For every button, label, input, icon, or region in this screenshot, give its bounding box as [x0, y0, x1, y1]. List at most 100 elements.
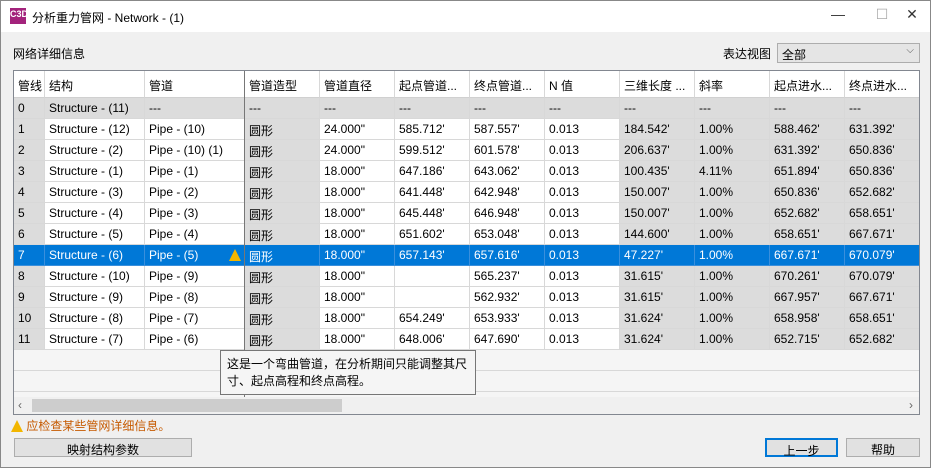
table-cell[interactable]: Pipe - (7) — [145, 308, 245, 329]
table-cell[interactable]: 0.013 — [545, 266, 620, 287]
table-cell[interactable]: 651.602' — [395, 224, 470, 245]
table-cell[interactable]: 31.624' — [620, 308, 695, 329]
table-cell[interactable]: 0.013 — [545, 140, 620, 161]
table-cell[interactable]: 18.000" — [320, 203, 395, 224]
table-row[interactable]: 8 Structure - (10) Pipe - (9) 圆形 18.000" 565.… — [14, 266, 919, 287]
column-header[interactable]: 结构 — [45, 71, 145, 98]
table-cell[interactable]: 1.00% — [695, 119, 770, 140]
table-cell[interactable]: 0.013 — [545, 287, 620, 308]
table-cell[interactable]: 0.013 — [545, 245, 620, 266]
table-cell[interactable]: 1.00% — [695, 203, 770, 224]
table-cell[interactable]: 圆形 — [245, 224, 320, 245]
table-cell[interactable]: Structure - (2) — [45, 140, 145, 161]
table-cell[interactable]: 31.615' — [620, 287, 695, 308]
table-cell[interactable]: 652.715' — [770, 329, 845, 350]
table-cell[interactable]: --- — [320, 98, 395, 119]
table-cell[interactable]: --- — [770, 98, 845, 119]
table-cell[interactable]: 圆形 — [245, 308, 320, 329]
table-cell[interactable]: 圆形 — [245, 266, 320, 287]
table-cell[interactable] — [395, 287, 470, 308]
table-cell[interactable]: Structure - (6) — [45, 245, 145, 266]
table-cell[interactable]: Pipe - (2) — [145, 182, 245, 203]
table-cell[interactable]: 4 — [14, 182, 45, 203]
column-header[interactable]: N 值 — [545, 71, 620, 98]
table-cell[interactable]: 643.062' — [470, 161, 545, 182]
table-cell[interactable]: --- — [620, 98, 695, 119]
column-header[interactable]: 斜率 — [695, 71, 770, 98]
table-cell[interactable]: 670.261' — [770, 266, 845, 287]
table-cell[interactable]: 647.690' — [470, 329, 545, 350]
table-cell[interactable]: Pipe - (1) — [145, 161, 245, 182]
table-cell[interactable]: 565.237' — [470, 266, 545, 287]
table-row[interactable]: 9 Structure - (9) Pipe - (8) 圆形 18.000" 562.9… — [14, 287, 919, 308]
table-cell[interactable]: 1.00% — [695, 224, 770, 245]
table-cell[interactable]: Structure - (1) — [45, 161, 145, 182]
table-cell[interactable]: 562.932' — [470, 287, 545, 308]
column-header[interactable]: 终点管道... — [470, 71, 545, 98]
column-header[interactable]: 三维长度 ... — [620, 71, 695, 98]
table-row[interactable]: 10 Structure - (8) Pipe - (7) 圆形 18.000" 654.… — [14, 308, 919, 329]
table-cell[interactable]: 631.392' — [845, 119, 919, 140]
table-cell[interactable]: 657.143' — [395, 245, 470, 266]
table-row[interactable]: 4 Structure - (3) Pipe - (2) 圆形 18.000" 641.4… — [14, 182, 919, 203]
table-cell[interactable]: 31.615' — [620, 266, 695, 287]
table-cell[interactable]: 1.00% — [695, 287, 770, 308]
table-cell[interactable]: 6 — [14, 224, 45, 245]
table-cell[interactable]: 0.013 — [545, 119, 620, 140]
table-cell[interactable]: 0.013 — [545, 161, 620, 182]
table-cell[interactable]: Pipe - (5) — [145, 245, 245, 266]
table-cell[interactable]: Structure - (3) — [45, 182, 145, 203]
table-cell[interactable]: 1.00% — [695, 182, 770, 203]
table-cell[interactable]: --- — [470, 98, 545, 119]
table-cell[interactable]: 658.651' — [770, 224, 845, 245]
table-cell[interactable]: 150.007' — [620, 182, 695, 203]
table-row[interactable]: 0 Structure - (11) --- --- --- --- --- --- --- --… — [14, 98, 919, 119]
table-cell[interactable]: 670.079' — [845, 266, 919, 287]
table-cell[interactable]: Pipe - (10) — [145, 119, 245, 140]
table-cell[interactable]: 圆形 — [245, 161, 320, 182]
table-cell[interactable]: 184.542' — [620, 119, 695, 140]
table-cell[interactable]: Pipe - (4) — [145, 224, 245, 245]
table-cell[interactable]: 653.933' — [470, 308, 545, 329]
table-cell[interactable]: 667.671' — [845, 287, 919, 308]
table-cell[interactable]: 651.894' — [770, 161, 845, 182]
table-row[interactable]: 3 Structure - (1) Pipe - (1) 圆形 18.000" 647.1… — [14, 161, 919, 182]
column-header[interactable]: 起点管道... — [395, 71, 470, 98]
table-cell[interactable]: 0.013 — [545, 203, 620, 224]
back-button[interactable]: 上一步 — [765, 438, 838, 458]
table-cell[interactable]: 144.600' — [620, 224, 695, 245]
table-cell[interactable]: Pipe - (8) — [145, 287, 245, 308]
table-row[interactable]: 1 Structure - (12) Pipe - (10) 圆形 24.000" 585… — [14, 119, 919, 140]
scrollbar-thumb[interactable] — [32, 399, 342, 412]
network-details-grid[interactable]: 11 Structure - (7) Pipe - (6) 圆形 18.000" 648.… — [13, 70, 920, 415]
table-cell[interactable]: Structure - (5) — [45, 224, 145, 245]
table-cell[interactable]: 18.000" — [320, 161, 395, 182]
table-cell[interactable]: 100.435' — [620, 161, 695, 182]
column-header[interactable]: 管道 — [145, 71, 245, 98]
table-cell[interactable]: 654.249' — [395, 308, 470, 329]
table-cell[interactable]: 1.00% — [695, 245, 770, 266]
table-cell[interactable]: 18.000" — [320, 329, 395, 350]
table-cell[interactable]: 圆形 — [245, 140, 320, 161]
table-cell[interactable]: --- — [145, 98, 245, 119]
close-button[interactable]: ✕ — [906, 6, 918, 22]
table-cell[interactable]: 0.013 — [545, 308, 620, 329]
table-cell[interactable]: Structure - (7) — [45, 329, 145, 350]
table-cell[interactable]: 585.712' — [395, 119, 470, 140]
table-cell[interactable]: Structure - (10) — [45, 266, 145, 287]
table-cell[interactable]: Structure - (12) — [45, 119, 145, 140]
view-select[interactable]: 全部 ⌵ — [777, 43, 920, 63]
table-cell[interactable]: 641.448' — [395, 182, 470, 203]
table-cell[interactable]: 599.512' — [395, 140, 470, 161]
table-cell[interactable]: --- — [545, 98, 620, 119]
table-cell[interactable]: Pipe - (10) (1) — [145, 140, 245, 161]
table-cell[interactable]: 0 — [14, 98, 45, 119]
table-cell[interactable]: 650.836' — [770, 182, 845, 203]
help-button[interactable]: 帮助 — [846, 438, 920, 457]
table-cell[interactable]: 0.013 — [545, 182, 620, 203]
table-cell[interactable]: 0.013 — [545, 224, 620, 245]
table-cell[interactable]: 650.836' — [845, 161, 919, 182]
table-cell[interactable]: 1 — [14, 119, 45, 140]
table-cell[interactable]: 31.624' — [620, 329, 695, 350]
table-cell[interactable]: 18.000" — [320, 266, 395, 287]
